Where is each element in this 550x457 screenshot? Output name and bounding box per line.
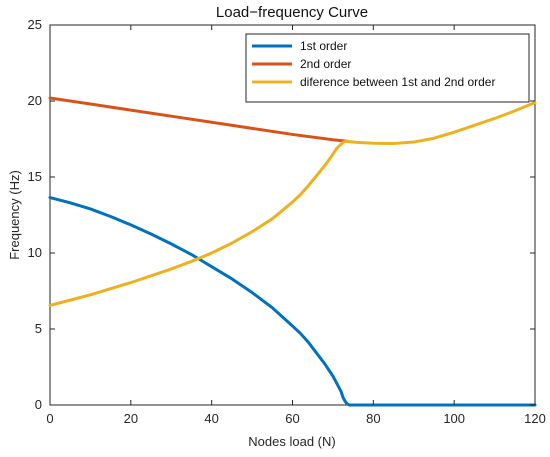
legend-label-1: 1st order: [300, 39, 347, 53]
legend-label-3: diference between 1st and 2nd order: [300, 75, 495, 89]
y-tick-label: 20: [28, 93, 42, 108]
x-axis-label: Nodes load (N): [248, 434, 335, 449]
x-tick-label: 100: [443, 411, 465, 426]
series-line-2: [48, 96, 349, 143]
x-tick-label: 60: [285, 411, 299, 426]
chart-title: Load−frequency Curve: [216, 4, 368, 21]
legend-box: [245, 33, 530, 103]
y-tick-label: 15: [28, 169, 42, 184]
series-line-1: [48, 196, 537, 407]
x-tick-label: 40: [204, 411, 218, 426]
x-tick-label: 120: [524, 411, 546, 426]
y-axis-label: Frequency (Hz): [7, 170, 22, 260]
x-tick-label: 20: [124, 411, 138, 426]
axis-layer: 0 20 40 60 80 100 120 0 5 10 15 20 25: [28, 17, 546, 426]
x-tick-label: 0: [46, 411, 53, 426]
legend-items: 1st order 2nd order diference between 1st …: [252, 39, 495, 89]
series-line-3: [48, 101, 537, 307]
y-tick-label: 10: [28, 245, 42, 260]
series-layer: [48, 96, 537, 407]
y-tick-label: 25: [28, 17, 42, 32]
legend: 1st order 2nd order diference between 1st …: [245, 33, 530, 103]
legend-label-2: 2nd order: [300, 57, 351, 71]
y-tick-label: 5: [35, 321, 42, 336]
x-tick-label: 80: [366, 411, 380, 426]
y-tick-label: 0: [35, 397, 42, 412]
